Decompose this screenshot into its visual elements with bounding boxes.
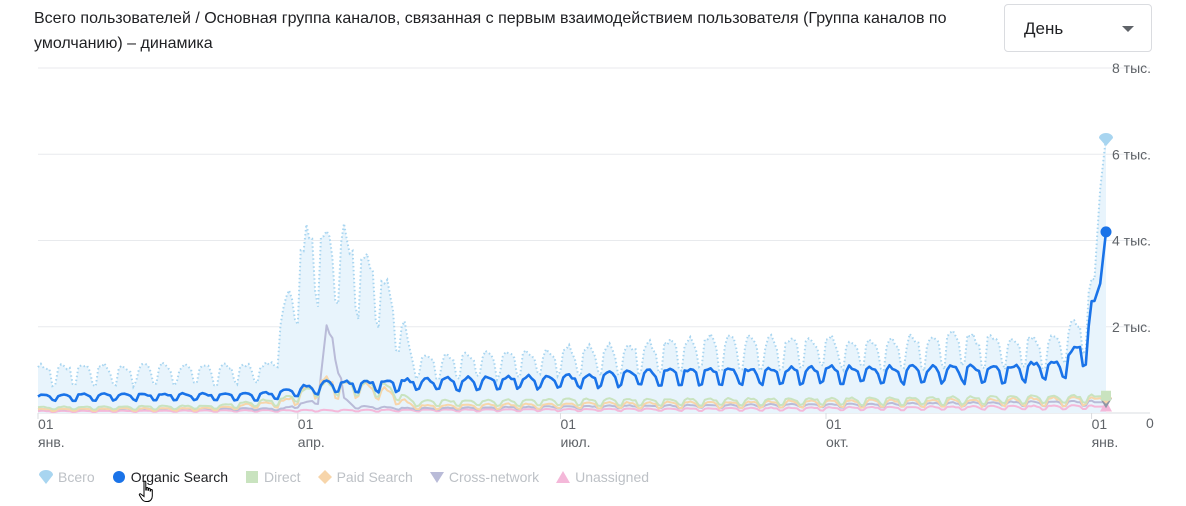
hand-cursor-icon — [138, 480, 153, 502]
square-icon — [244, 469, 260, 485]
legend-item-unassigned[interactable]: Unassigned — [555, 469, 649, 485]
legend-item-paid-search[interactable]: Paid Search — [317, 469, 413, 485]
series-total-line — [37, 136, 1107, 390]
x-tick-month: окт. — [826, 434, 849, 450]
y-tick-label: 6 тыс. — [1112, 146, 1151, 162]
legend-label: Всего — [58, 469, 95, 485]
triangle-up-icon — [555, 469, 571, 485]
legend-item-direct[interactable]: Direct — [244, 469, 301, 485]
chevron-down-icon — [1122, 26, 1134, 32]
y-tick-label: 4 тыс. — [1112, 233, 1151, 249]
series-direct-endpoint — [1101, 390, 1111, 401]
legend-label: Unassigned — [575, 469, 650, 485]
legend-label: Paid Search — [336, 469, 413, 485]
series-total-endpoint — [1099, 133, 1113, 146]
legend-label: Organic Search — [130, 469, 228, 485]
x-tick-month: янв. — [38, 434, 65, 450]
series-direct-line — [37, 378, 1107, 411]
period-dropdown-value: День — [1024, 19, 1064, 38]
x-tick-month: июл. — [560, 434, 590, 450]
series-organic-search-line — [37, 231, 1108, 403]
x-tick-day: 01 — [560, 416, 576, 432]
y-tick-label: 2 тыс. — [1112, 319, 1151, 335]
diamond-icon — [317, 469, 333, 485]
y-tick-label: 0 — [1146, 415, 1154, 431]
drop-pin-icon — [38, 469, 54, 485]
series-organic-search-endpoint — [1100, 226, 1112, 238]
x-tick-day: 01 — [826, 416, 842, 432]
dot-icon — [111, 469, 127, 485]
legend-label: Cross-network — [448, 469, 540, 485]
series-unassigned-line — [37, 404, 1106, 414]
legend-item-cross-network[interactable]: Cross-network — [429, 469, 539, 485]
period-dropdown[interactable]: День — [1004, 4, 1152, 52]
chart-plot-area — [37, 133, 1113, 414]
y-axis-ticks: 0 2 тыс. 4 тыс. 6 тыс. 8 тыс. — [1112, 60, 1154, 431]
x-axis-ticks: 01 янв. 01 апр. 01 июл. 01 окт. 01 янв. — [37, 413, 1119, 450]
series-total-area — [38, 137, 1106, 413]
line-chart: 02 тыс.4 тыс.6 тыс.8 тыс. 01янв.01апр.01… — [37, 60, 1154, 450]
triangle-down-icon — [429, 469, 445, 485]
x-tick-day: 01 — [298, 416, 314, 432]
x-tick-month: янв. — [1092, 434, 1119, 450]
legend-label: Direct — [264, 469, 301, 485]
legend-item-organic-search[interactable]: Organic Search — [111, 469, 228, 485]
x-tick-day: 01 — [1092, 416, 1108, 432]
legend-item-всего[interactable]: Всего — [38, 469, 95, 485]
chart-title: Всего пользователей / Основная группа ка… — [34, 10, 947, 52]
chart-legend: Всего Organic Search Direct Paid Search Cros… — [38, 466, 665, 488]
x-tick-day: 01 — [38, 416, 54, 432]
x-tick-month: апр. — [298, 434, 325, 450]
series-paid-search-line — [37, 375, 1107, 413]
y-tick-label: 8 тыс. — [1112, 60, 1151, 76]
